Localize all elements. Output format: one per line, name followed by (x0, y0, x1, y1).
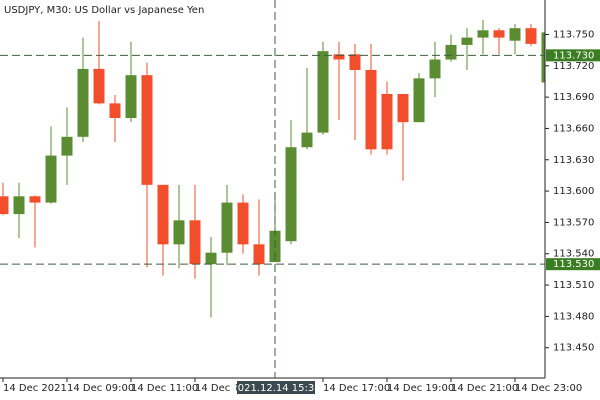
candle-body (493, 30, 505, 38)
x-tick-label: 14 Dec 19:00 (387, 383, 454, 394)
candle-body (109, 103, 121, 118)
candle-body (141, 75, 153, 185)
candle-body (477, 30, 489, 38)
candle-body (61, 136, 73, 156)
level-label: 113.730 (553, 50, 594, 61)
level-label-box (546, 49, 600, 62)
candle-body (429, 59, 441, 79)
candle-body (541, 32, 545, 83)
candle-body (13, 196, 25, 215)
candle-body (365, 69, 377, 150)
y-tick-label: 113.540 (553, 249, 594, 260)
level-label: 113.530 (553, 259, 594, 270)
x-tick-label: 14 Dec 2021 (3, 383, 67, 394)
y-tick-label: 113.690 (553, 92, 594, 103)
x-tick-label: 14 Dec 11:00 (131, 383, 198, 394)
x-tick-label: 14 Dec 23:00 (515, 383, 582, 394)
x-tick-label: 14 Dec 09:00 (67, 383, 134, 394)
candle-body (509, 28, 521, 41)
y-tick-label: 113.570 (553, 217, 594, 228)
candle-body (397, 93, 409, 123)
candle-body (205, 252, 217, 265)
candle-body (461, 37, 473, 45)
candle-body (189, 220, 201, 265)
candle-body (77, 68, 89, 137)
y-tick-label: 113.480 (553, 311, 594, 322)
crosshair-label: 2021.12.14 15:30 (231, 383, 320, 394)
candle-body (525, 28, 537, 44)
candle-body (445, 44, 457, 60)
level-label-box (546, 258, 600, 271)
candle-body (173, 220, 185, 245)
candle-body (253, 244, 265, 265)
candle-body (301, 132, 313, 148)
candle-body (29, 196, 41, 203)
y-tick-label: 113.510 (553, 280, 594, 291)
candle-body (221, 202, 233, 253)
chart-title: USDJPY, M30: US Dollar vs Japanese Yen (4, 5, 204, 16)
y-tick-label: 113.750 (553, 29, 594, 40)
candle-body (333, 54, 345, 60)
x-tick-label: 14 Dec 17:00 (323, 383, 390, 394)
candle-body (157, 184, 169, 245)
y-tick-label: 113.630 (553, 155, 594, 166)
candle-body (237, 202, 249, 245)
candle-body (0, 196, 9, 215)
candle-body (381, 93, 393, 150)
y-tick-label: 113.600 (553, 186, 594, 197)
crosshair-label-box (237, 381, 315, 394)
y-tick-label: 113.660 (553, 123, 594, 134)
x-tick-label: 14 Dec 13:00 (195, 383, 262, 394)
y-tick-label: 113.720 (553, 61, 594, 72)
candle-body (413, 78, 425, 123)
candle-body (93, 68, 105, 104)
candle-body (317, 51, 329, 133)
candle-body (45, 155, 57, 203)
candle-body (125, 75, 137, 118)
x-tick-label: 14 Dec 21:00 (451, 383, 518, 394)
candle-body (285, 147, 297, 242)
candle-body (349, 54, 361, 70)
y-tick-label: 113.450 (553, 343, 594, 354)
